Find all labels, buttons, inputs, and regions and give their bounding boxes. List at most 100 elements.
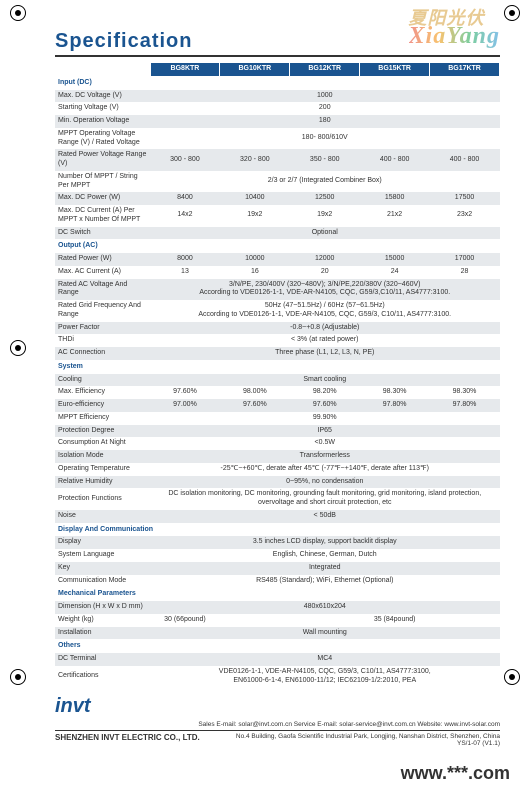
spec-value: Optional xyxy=(150,227,500,240)
section-header: System xyxy=(55,360,500,374)
model-header: BG10KTR xyxy=(220,63,290,76)
spec-value: Integrated xyxy=(150,562,500,575)
spec-value: 98.20% xyxy=(290,386,360,399)
spec-value: 180- 800/610V xyxy=(150,128,500,150)
spec-label: DC Terminal xyxy=(55,653,150,666)
spec-value: 10000 xyxy=(220,253,290,266)
spec-label: Communication Mode xyxy=(55,575,150,588)
spec-label: Operating Temperature xyxy=(55,463,150,476)
spec-label: Rated Power (W) xyxy=(55,253,150,266)
spec-value: 8400 xyxy=(150,192,220,205)
spec-label: Rated AC Voltage And Range xyxy=(55,279,150,301)
watermark-en: XiaYang xyxy=(409,26,500,48)
spec-value: VDE0126-1-1, VDE-AR-N4105, CQC, G59/3, C… xyxy=(150,666,500,688)
spec-label: Protection Degree xyxy=(55,425,150,438)
spec-label: Max. DC Voltage (V) xyxy=(55,90,150,103)
spec-value: IP65 xyxy=(150,425,500,438)
spec-label: Max. DC Power (W) xyxy=(55,192,150,205)
reg-marker xyxy=(504,5,520,21)
spec-value: MC4 xyxy=(150,653,500,666)
spec-value: 16 xyxy=(220,266,290,279)
spec-value: 1000 xyxy=(150,90,500,103)
spec-value: 50Hz (47~51.5Hz) / 60Hz (57~61.5Hz)Accor… xyxy=(150,300,500,322)
spec-label: THDi xyxy=(55,334,150,347)
spec-value: English, Chinese, German, Dutch xyxy=(150,549,500,562)
header-blank xyxy=(55,63,150,76)
section-header: Others xyxy=(55,639,500,653)
model-header: BG8KTR xyxy=(150,63,220,76)
spec-value: 14x2 xyxy=(150,205,220,227)
spec-value xyxy=(220,614,290,627)
spec-value: 3/N/PE, 230/400V (320~480V); 3/N/PE,220/… xyxy=(150,279,500,301)
spec-value: 20 xyxy=(290,266,360,279)
model-header: BG17KTR xyxy=(430,63,500,76)
model-header: BG15KTR xyxy=(360,63,430,76)
title-bar xyxy=(55,55,500,57)
spec-label: Protection Functions xyxy=(55,488,150,510)
address: No.4 Building, Gaofa Scientific Industri… xyxy=(200,733,500,740)
spec-value: <0.5W xyxy=(150,437,500,450)
spec-label: AC Connection xyxy=(55,347,150,360)
spec-label: Isolation Mode xyxy=(55,450,150,463)
spec-value: 15800 xyxy=(360,192,430,205)
spec-value: 15000 xyxy=(360,253,430,266)
spec-value: 480x610x204 xyxy=(150,601,500,614)
reg-marker xyxy=(10,340,26,356)
spec-value: 98.00% xyxy=(220,386,290,399)
spec-value: 97.80% xyxy=(430,399,500,412)
spec-value: 19x2 xyxy=(290,205,360,227)
spec-label: Installation xyxy=(55,627,150,640)
spec-label: Certifications xyxy=(55,666,150,688)
spec-value: Wall mounting xyxy=(150,627,500,640)
spec-value: 12500 xyxy=(290,192,360,205)
spec-label: Key xyxy=(55,562,150,575)
section-header: Input (DC) xyxy=(55,76,500,90)
spec-value: RS485 (Standard); WiFi, Ethernet (Option… xyxy=(150,575,500,588)
spec-value: 2/3 or 2/7 (Integrated Combiner Box) xyxy=(150,171,500,193)
spec-value: 12000 xyxy=(290,253,360,266)
spec-value: 97.80% xyxy=(360,399,430,412)
spec-value: 3.5 inches LCD display, support backlit … xyxy=(150,536,500,549)
spec-value: 17000 xyxy=(430,253,500,266)
spec-value: -0.8~+0.8 (Adjustable) xyxy=(150,322,500,335)
spec-label: Rated Grid Frequency And Range xyxy=(55,300,150,322)
spec-value: Smart cooling xyxy=(150,374,500,387)
spec-value: 200 xyxy=(150,102,500,115)
spec-label: MPPT Operating Voltage Range (V) / Rated… xyxy=(55,128,150,150)
spec-value: 24 xyxy=(360,266,430,279)
spec-value: 17500 xyxy=(430,192,500,205)
contact-line: Sales E-mail: solar@invt.com.cn Service … xyxy=(55,721,500,728)
reg-marker xyxy=(10,669,26,685)
spec-value: 28 xyxy=(430,266,500,279)
section-header: Mechanical Parameters xyxy=(55,587,500,601)
spec-label: Euro-efficiency xyxy=(55,399,150,412)
spec-value: < 50dB xyxy=(150,510,500,523)
spec-label: Power Factor xyxy=(55,322,150,335)
reg-marker xyxy=(10,5,26,21)
spec-value: 97.60% xyxy=(220,399,290,412)
spec-value: 10400 xyxy=(220,192,290,205)
spec-table: BG8KTRBG10KTRBG12KTRBG15KTRBG17KTRInput … xyxy=(55,63,500,687)
section-header: Output (AC) xyxy=(55,239,500,253)
spec-value: -25℃~+60℃, derate after 45℃ (-77℉~+140℉,… xyxy=(150,463,500,476)
spec-value: 400 - 800 xyxy=(430,149,500,171)
spec-label: Max. DC Current (A) Per MPPT x Number Of… xyxy=(55,205,150,227)
spec-value: Three phase (L1, L2, L3, N, PE) xyxy=(150,347,500,360)
section-header: Display And Communication xyxy=(55,523,500,537)
spec-value: Transformerless xyxy=(150,450,500,463)
spec-label: Dimension (H x W x D mm) xyxy=(55,601,150,614)
reg-marker xyxy=(504,669,520,685)
spec-label: MPPT Efficiency xyxy=(55,412,150,425)
spec-value: 35 (84pound) xyxy=(290,614,500,627)
spec-value: 21x2 xyxy=(360,205,430,227)
spec-value: 300 - 800 xyxy=(150,149,220,171)
spec-value: 19x2 xyxy=(220,205,290,227)
spec-label: Display xyxy=(55,536,150,549)
spec-label: Max. Efficiency xyxy=(55,386,150,399)
spec-label: Noise xyxy=(55,510,150,523)
model-header: BG12KTR xyxy=(290,63,360,76)
spec-label: System Language xyxy=(55,549,150,562)
spec-label: Min. Operation Voltage xyxy=(55,115,150,128)
spec-value: 8000 xyxy=(150,253,220,266)
version: YS/1-07 (V1.1) xyxy=(200,740,500,747)
